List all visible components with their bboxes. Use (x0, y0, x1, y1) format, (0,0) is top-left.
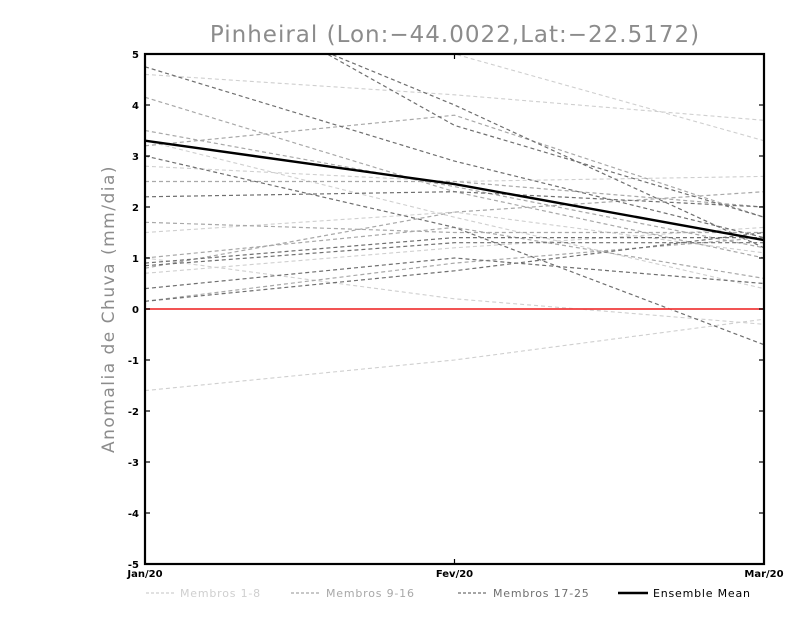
member-line-6 (145, 211, 764, 254)
y-tick-label: -1 (128, 356, 139, 367)
member-line-2 (145, 226, 764, 274)
member-line-3 (145, 257, 764, 325)
member-line-11 (145, 180, 764, 208)
legend-label-3: Membros 17-25 (493, 587, 590, 600)
x-tick-label: Fev/20 (436, 569, 473, 580)
member-line-18 (145, 155, 764, 346)
member-line-4 (145, 140, 764, 290)
y-tick-label: -4 (128, 509, 139, 520)
legend-label-4: Ensemble Mean (653, 587, 751, 600)
legend-label-2: Membros 9-16 (326, 587, 415, 600)
member-line-8 (145, 73, 764, 121)
x-tick-label: Mar/20 (744, 569, 783, 580)
y-tick-label: -5 (128, 560, 139, 571)
y-axis-label: Anomalia de Chuva (mm/dia) (99, 165, 119, 453)
series-layer (145, 54, 764, 392)
y-tick-label: 1 (132, 254, 139, 265)
x-tick-label: Jan/20 (126, 569, 162, 580)
ensemble-mean-line (145, 139, 764, 242)
y-tick-label: 4 (132, 101, 139, 112)
y-tick-label: 0 (132, 305, 139, 316)
member-line-22 (325, 54, 764, 218)
member-line-23 (329, 54, 764, 249)
member-line-20 (145, 237, 764, 264)
y-tick-label: -2 (128, 407, 139, 418)
y-tick-label: 2 (132, 203, 139, 214)
y-tick-label: 5 (132, 50, 139, 61)
member-line-7 (145, 165, 764, 183)
member-line-15 (145, 114, 764, 218)
legend: Membros 1-8 Membros 9-16 Membros 17-25 Ense… (146, 587, 751, 600)
legend-label-1: Membros 1-8 (180, 587, 261, 600)
member-line-19 (145, 191, 764, 208)
member-line-14 (145, 237, 764, 302)
member-line-5 (450, 54, 764, 142)
member-line-1 (145, 318, 764, 392)
y-tick-label: -3 (128, 458, 139, 469)
member-line-12 (145, 221, 764, 234)
member-line-13 (145, 191, 764, 269)
member-line-25 (145, 242, 764, 267)
y-tick-label: 3 (132, 152, 139, 163)
member-line-10 (145, 129, 764, 249)
member-line-21 (145, 257, 764, 290)
member-line-17 (145, 66, 764, 239)
member-line-24 (145, 231, 764, 302)
chart-title: Pinheiral (Lon:−44.0022,Lat:−22.5172) (210, 22, 700, 48)
